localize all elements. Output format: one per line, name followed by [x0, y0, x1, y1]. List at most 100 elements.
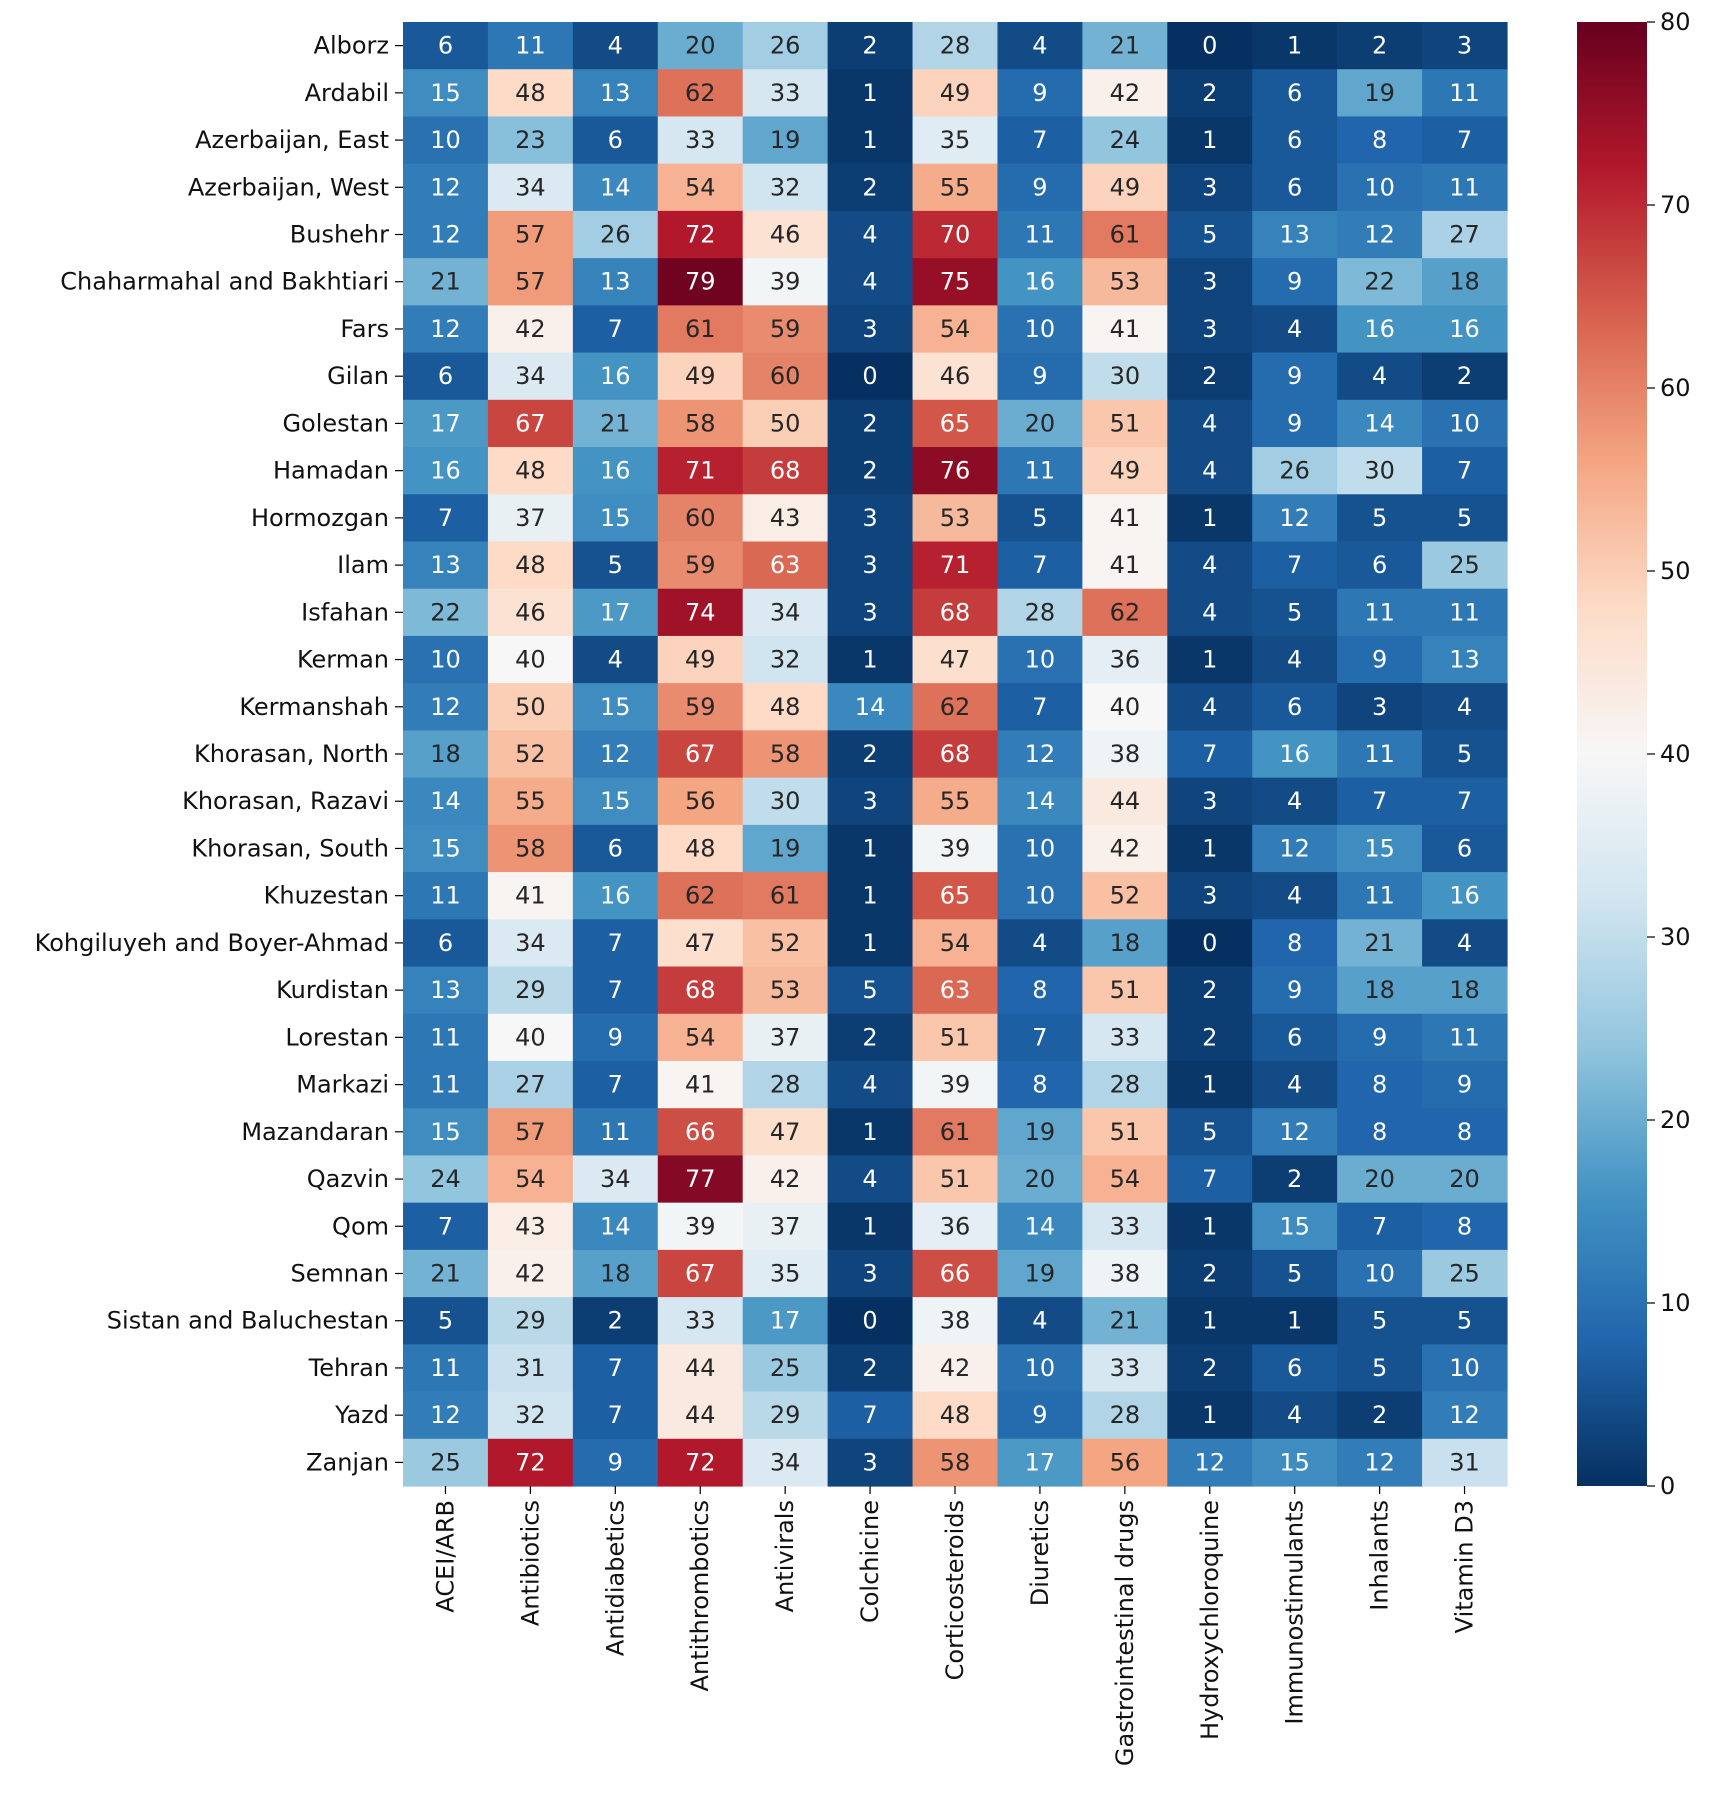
- cell-value-label: 54: [685, 1023, 716, 1051]
- heatmap-cell: [827, 210, 914, 259]
- cell-value-label: 11: [1025, 457, 1056, 485]
- heatmap-cell: [1422, 541, 1508, 590]
- cell-value-label: 42: [515, 1259, 546, 1287]
- row-label: Lorestan: [285, 1023, 389, 1051]
- heatmap-cell: [487, 210, 574, 259]
- cell-value-label: 7: [1372, 1212, 1387, 1240]
- heatmap-cell: [997, 116, 1083, 165]
- cell-value-label: 1: [1202, 504, 1217, 532]
- cell-value-label: 18: [1449, 976, 1480, 1004]
- heatmap-cell: [403, 1249, 489, 1298]
- heatmap-cell: [657, 116, 744, 165]
- heatmap-cell: [572, 258, 659, 306]
- cell-value-label: 1: [862, 834, 877, 862]
- cell-value-label: 35: [940, 126, 971, 154]
- heatmap-cell: [1337, 1013, 1423, 1062]
- cell-value-label: 57: [515, 221, 546, 249]
- column-label: Hydroxychloroquine: [1196, 1500, 1224, 1740]
- cell-value-label: 51: [940, 1165, 971, 1193]
- cell-value-label: 2: [862, 457, 877, 485]
- heatmap-cell: [912, 22, 999, 70]
- cell-value-label: 51: [1110, 1118, 1141, 1146]
- cell-value-label: 13: [1279, 221, 1310, 249]
- heatmap-cell: [1082, 635, 1168, 684]
- cell-value-label: 2: [1372, 32, 1387, 60]
- heatmap-cell: [1082, 872, 1168, 920]
- cell-value-label: 4: [1287, 1401, 1302, 1429]
- cell-value-label: 15: [600, 504, 631, 532]
- cell-value-label: 54: [1110, 1165, 1141, 1193]
- heatmap-cell: [487, 730, 574, 779]
- heatmap-cell: [1252, 210, 1338, 259]
- cell-value-label: 52: [515, 740, 546, 768]
- cell-value-label: 38: [1110, 1259, 1141, 1287]
- heatmap-cell: [403, 966, 489, 1015]
- heatmap-cell: [1082, 1108, 1168, 1157]
- heatmap-cell: [1422, 1013, 1508, 1062]
- heatmap-cell: [997, 1013, 1083, 1062]
- cell-value-label: 1: [1202, 1071, 1217, 1099]
- cell-value-label: 7: [1372, 787, 1387, 815]
- cell-value-label: 60: [770, 362, 801, 390]
- cell-value-label: 5: [608, 551, 623, 579]
- heatmap-cell: [1082, 966, 1168, 1015]
- heatmap-cell: [1337, 399, 1423, 448]
- heatmap-cell: [1082, 22, 1168, 70]
- heatmap-cell: [403, 1202, 489, 1251]
- heatmap-cell: [1167, 494, 1253, 543]
- heatmap-cell: [827, 1202, 914, 1251]
- cell-value-label: 6: [1457, 834, 1472, 862]
- cell-value-label: 42: [1110, 834, 1141, 862]
- heatmap-cell: [657, 494, 744, 543]
- cell-value-label: 9: [1032, 173, 1047, 201]
- cell-value-label: 8: [1287, 929, 1302, 957]
- cell-value-label: 1: [862, 882, 877, 910]
- heatmap-cell: [403, 1013, 489, 1062]
- heatmap-cell: [1252, 447, 1338, 495]
- cell-value-label: 46: [770, 221, 801, 249]
- heatmap-cell: [827, 1155, 914, 1204]
- heatmap-cell: [742, 1438, 829, 1487]
- colorbar-tick-label: 0: [1660, 1472, 1675, 1500]
- cell-value-label: 7: [1202, 740, 1217, 768]
- heatmap-cell: [1082, 919, 1168, 968]
- cell-value-label: 18: [1110, 929, 1141, 957]
- heatmap-cell: [657, 352, 744, 401]
- row-label: Qom: [332, 1212, 389, 1240]
- heatmap-cell: [1422, 352, 1508, 401]
- heatmap-cell: [742, 1202, 829, 1251]
- cell-value-label: 62: [685, 79, 716, 107]
- cell-value-label: 44: [685, 1354, 716, 1382]
- heatmap-cell: [997, 352, 1083, 401]
- cell-value-label: 51: [1110, 409, 1141, 437]
- row-label: Khorasan, North: [194, 740, 389, 768]
- cell-value-label: 12: [1194, 1448, 1225, 1476]
- heatmap-cell: [912, 635, 999, 684]
- cell-value-label: 32: [770, 173, 801, 201]
- heatmap-cell: [657, 1108, 744, 1157]
- heatmap-cell: [742, 210, 829, 259]
- cell-value-label: 8: [1032, 1071, 1047, 1099]
- cell-value-label: 19: [1025, 1259, 1056, 1287]
- heatmap-cell: [1167, 635, 1253, 684]
- cell-value-label: 4: [1202, 409, 1217, 437]
- cell-value-label: 46: [940, 362, 971, 390]
- row-label: Markazi: [296, 1071, 389, 1099]
- cell-value-label: 54: [515, 1165, 546, 1193]
- heatmap-cell: [1422, 116, 1508, 165]
- cell-value-label: 8: [1457, 1212, 1472, 1240]
- heatmap-cell: [1252, 730, 1338, 779]
- cell-value-label: 30: [1110, 362, 1141, 390]
- cell-value-label: 6: [1287, 1023, 1302, 1051]
- colorbar: 0 10 20 30 40 50 60 70 80: [1577, 8, 1691, 1500]
- heatmap-cell: [403, 1391, 489, 1440]
- heatmap-cell: [487, 1155, 574, 1204]
- heatmap-cell: [742, 1297, 829, 1345]
- cell-value-label: 63: [940, 976, 971, 1004]
- heatmap-cell: [827, 494, 914, 543]
- heatmap-cell: [1082, 541, 1168, 590]
- heatmap-cell: [572, 1060, 659, 1109]
- heatmap-cell: [997, 1344, 1083, 1393]
- cell-value-label: 12: [1364, 1448, 1395, 1476]
- cell-value-label: 12: [600, 740, 631, 768]
